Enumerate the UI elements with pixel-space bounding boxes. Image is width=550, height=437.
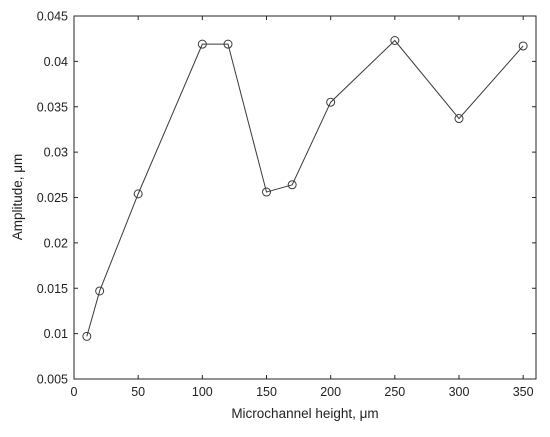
data-point bbox=[518, 41, 528, 51]
data-point bbox=[262, 187, 271, 197]
series-layer bbox=[82, 36, 528, 341]
x-tick-label: 250 bbox=[384, 385, 405, 399]
y-tick-label: 0.01 bbox=[44, 327, 68, 341]
x-tick-label: 350 bbox=[513, 385, 534, 399]
plot-area bbox=[73, 15, 537, 380]
x-tick-label: 300 bbox=[449, 385, 470, 399]
y-axis-label: Amplitude, μm bbox=[10, 154, 25, 241]
x-tick-label: 0 bbox=[71, 385, 78, 399]
data-point bbox=[287, 180, 297, 190]
y-tick-label: 0.035 bbox=[37, 100, 68, 114]
y-tick-label: 0.015 bbox=[37, 282, 68, 296]
data-point bbox=[95, 286, 105, 296]
data-point bbox=[133, 189, 143, 199]
series-line bbox=[86, 39, 524, 337]
x-axis-ticks: 0 50 100 150 200 250 300 350 bbox=[71, 16, 534, 399]
data-point bbox=[454, 114, 464, 124]
x-tick-label: 100 bbox=[192, 385, 213, 399]
x-tick-label: 50 bbox=[131, 385, 145, 399]
data-point bbox=[390, 36, 400, 46]
data-point bbox=[197, 39, 207, 49]
data-point bbox=[223, 39, 233, 49]
x-axis-label: Microchannel height, μm bbox=[231, 406, 378, 421]
y-tick-label: 0.03 bbox=[44, 146, 68, 160]
y-tick-label: 0.025 bbox=[37, 191, 68, 205]
x-tick-label: 150 bbox=[256, 385, 277, 399]
x-tick-label: 200 bbox=[320, 385, 341, 399]
data-point bbox=[326, 97, 336, 107]
data-point bbox=[82, 331, 92, 341]
y-tick-label: 0.045 bbox=[37, 10, 68, 24]
y-tick-label: 0.02 bbox=[44, 236, 68, 250]
y-tick-label: 0.04 bbox=[44, 55, 68, 69]
y-axis-ticks: 0.005 0.01 0.015 0.02 0.025 0.03 0.035 0.04 0.04… bbox=[37, 10, 536, 387]
y-tick-label: 0.005 bbox=[37, 373, 68, 387]
